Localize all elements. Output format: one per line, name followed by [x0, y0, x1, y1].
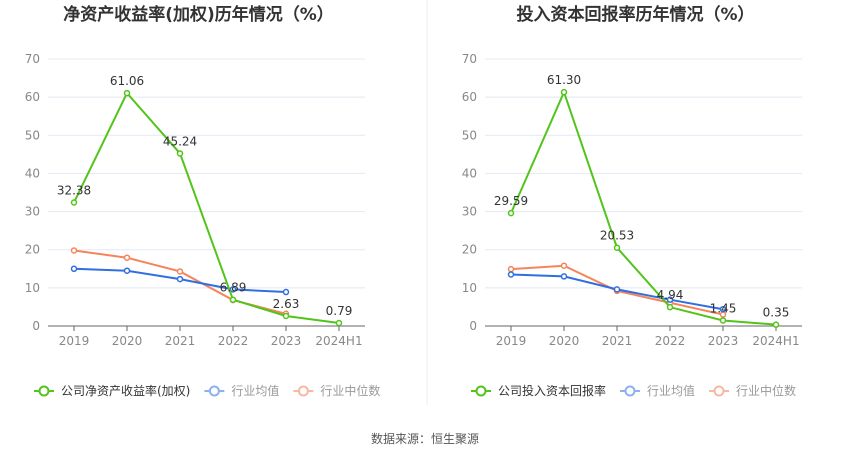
legend-item-2[interactable]: 行业中位数 [293, 383, 380, 398]
data-label: 0.35 [763, 306, 790, 320]
data-point [560, 88, 568, 96]
data-point [70, 265, 78, 273]
data-source: 数据来源：恒生聚源 [370, 432, 479, 446]
data-point [229, 296, 237, 303]
data-label: 61.06 [110, 74, 144, 88]
data-point [613, 244, 621, 251]
data-point [560, 273, 568, 280]
x-tick-label: 2020 [549, 334, 580, 348]
data-point [719, 305, 727, 313]
legend-icon [713, 385, 725, 397]
y-tick-label: 0 [32, 319, 40, 333]
chart-1: 净资产收益率(加权)历年情况（%） 0 10 20 30 40 50 60 70 2019 2020… [25, 4, 381, 398]
legend-icon [208, 385, 220, 397]
data-label: 2.63 [273, 297, 300, 311]
legend-item-1[interactable]: 行业均值 [204, 383, 279, 398]
data-point [229, 286, 237, 293]
data-point [335, 319, 343, 327]
y-tick-label: 20 [462, 243, 477, 257]
data-label: 29.59 [494, 194, 528, 208]
y-tick-label: 40 [462, 166, 477, 180]
data-label: 6.89 [220, 281, 247, 295]
x-tick-label: 2023 [708, 334, 739, 348]
data-point [507, 271, 515, 278]
data-point [772, 321, 780, 328]
data-point [123, 267, 131, 274]
y-tick-label: 50 [462, 128, 477, 142]
legend-item-1[interactable]: 行业均值 [620, 383, 695, 398]
data-point [70, 247, 78, 254]
data-label: 61.30 [547, 73, 581, 87]
series-line-0 [73, 91, 340, 324]
legend-label: 行业均值 [231, 383, 279, 398]
chart-title: 净资产收益率(加权)历年情况（%） [63, 4, 334, 25]
x-tick-label: 2024H1 [315, 334, 362, 348]
y-tick-label: 70 [25, 52, 40, 66]
data-point [282, 288, 290, 296]
legend-label: 行业中位数 [736, 383, 796, 398]
legend-item-2[interactable]: 行业中位数 [709, 383, 796, 398]
y-tick-label: 40 [25, 166, 40, 180]
y-tick-label: 0 [469, 319, 477, 333]
x-tick-label: 2022 [655, 334, 686, 348]
data-point [666, 296, 674, 303]
legend-icon [624, 385, 636, 397]
data-label: 1.45 [710, 301, 737, 315]
y-tick-label: 10 [462, 281, 477, 295]
data-point [507, 265, 515, 273]
chart-title: 投入资本回报率历年情况（%） [516, 4, 754, 25]
data-label: 0.79 [326, 304, 353, 318]
y-tick-label: 60 [25, 90, 40, 104]
data-point [613, 286, 621, 293]
legend-item-0[interactable]: 公司净资产收益率(加权) [34, 383, 190, 398]
data-point [507, 209, 515, 217]
legend-item-0[interactable]: 公司投入资本回报率 [471, 383, 606, 398]
legend-label: 公司净资产收益率(加权) [61, 383, 190, 398]
y-tick-label: 30 [462, 205, 477, 219]
legend-label: 公司投入资本回报率 [498, 383, 606, 398]
data-point [176, 150, 184, 157]
x-tick-label: 2019 [496, 334, 527, 348]
y-tick-label: 60 [462, 90, 477, 104]
data-label: 45.24 [163, 134, 197, 148]
x-tick-label: 2020 [112, 334, 143, 348]
data-point [666, 303, 674, 311]
data-label: 4.94 [657, 288, 684, 302]
legend-icon [38, 385, 50, 397]
chart-2: 投入资本回报率历年情况（%） 0 10 20 30 40 50 60 70 2019 2020 202… [462, 4, 802, 398]
x-tick-label: 2023 [271, 334, 302, 348]
y-tick-label: 50 [25, 128, 40, 142]
series-line-0 [510, 89, 777, 326]
x-tick-label: 2021 [165, 334, 196, 348]
data-point [123, 254, 131, 261]
legend-label: 行业中位数 [320, 383, 380, 398]
y-tick-label: 20 [25, 243, 40, 257]
y-tick-label: 70 [462, 52, 477, 66]
legend-icon [297, 385, 309, 397]
x-tick-label: 2021 [602, 334, 633, 348]
data-point [560, 262, 568, 269]
x-tick-label: 2022 [218, 334, 249, 348]
y-tick-label: 10 [25, 281, 40, 295]
legend-label: 行业均值 [647, 383, 695, 398]
data-point [282, 312, 290, 320]
data-point [176, 275, 184, 283]
data-point [70, 199, 78, 206]
data-point [123, 89, 131, 97]
x-tick-label: 2019 [59, 334, 90, 348]
data-point [176, 268, 184, 275]
data-label: 20.53 [600, 229, 634, 243]
legend-icon [475, 385, 487, 397]
x-tick-label: 2024H1 [752, 334, 799, 348]
data-point [719, 317, 727, 324]
y-tick-label: 30 [25, 205, 40, 219]
data-label: 32.38 [57, 183, 91, 197]
